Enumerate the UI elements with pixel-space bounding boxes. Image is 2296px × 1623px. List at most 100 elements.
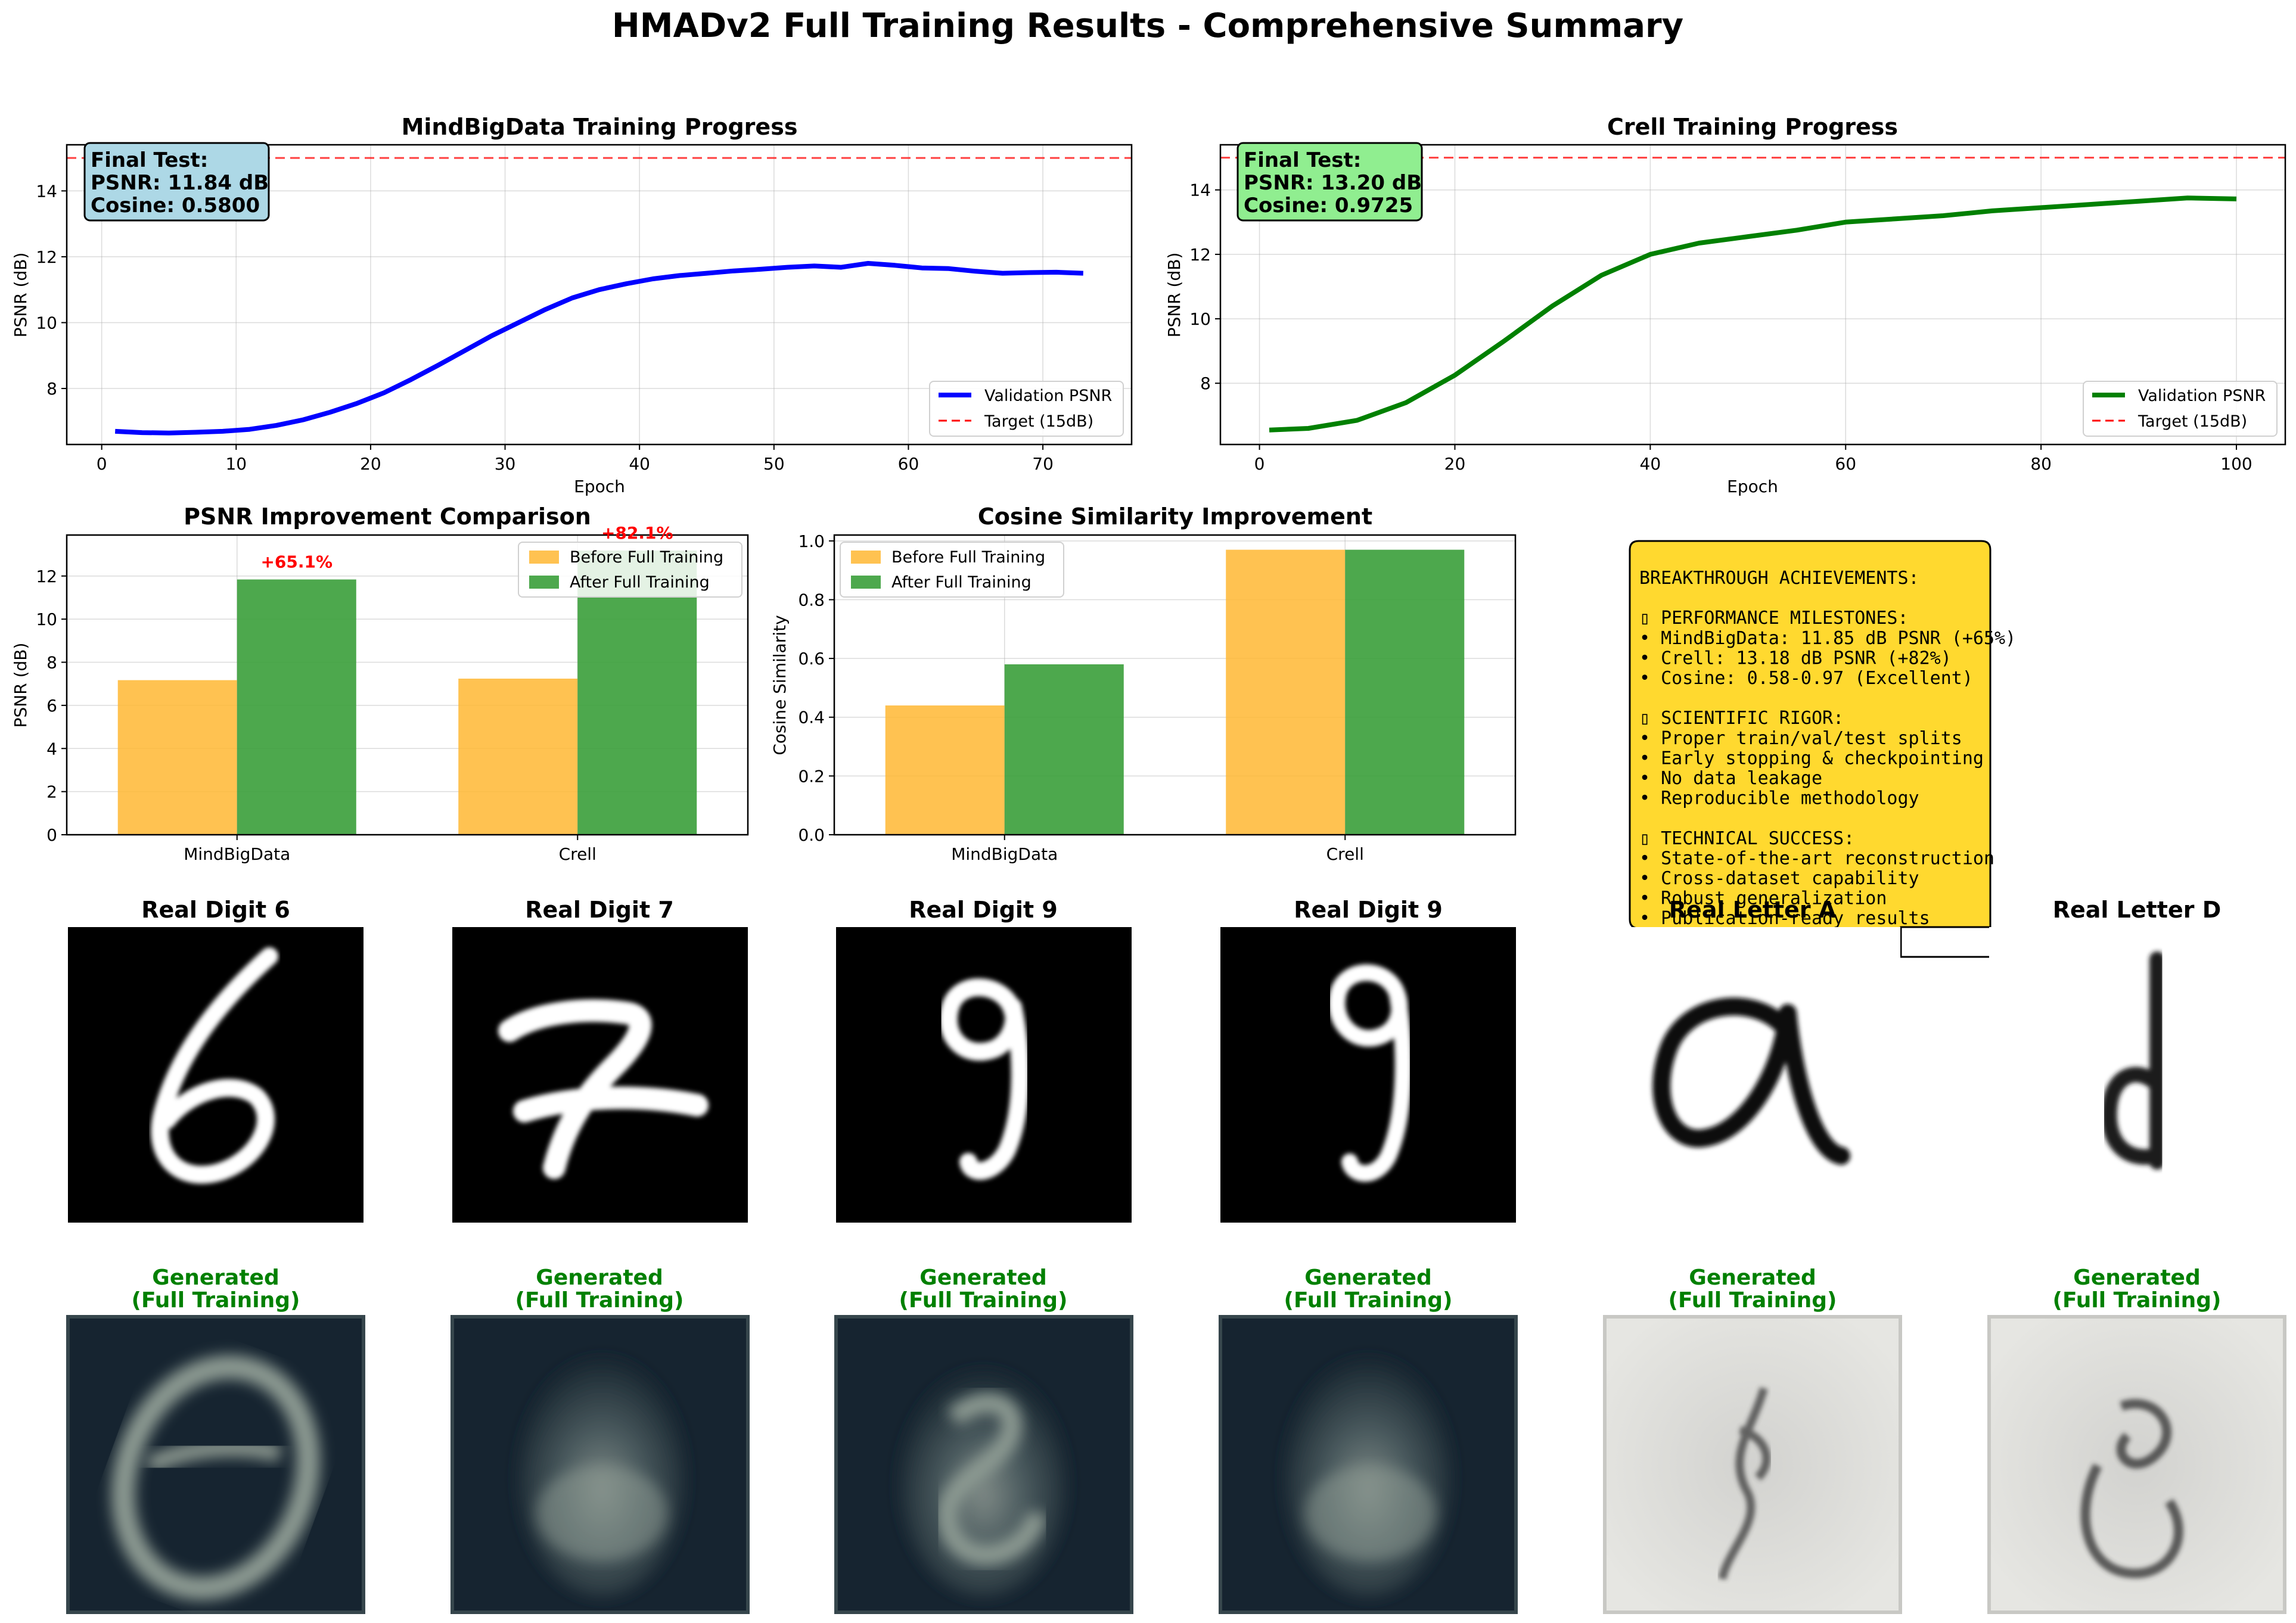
- generated-title-3: Generated (Full Training): [899, 1266, 1068, 1313]
- achievement-line: • Robust generalization: [1639, 888, 1887, 909]
- achievement-line: • State-of-the-art reconstruction: [1639, 848, 1994, 869]
- mindbigdata-progress-chart: MindBigData Training Progress 0 10 20 30 40 5…: [11, 114, 1133, 496]
- y-tick-labels: 0 2 4 6 8 10 12: [36, 567, 67, 845]
- y-tick-label: 0.2: [798, 766, 825, 786]
- x-tick-label: 40: [629, 454, 650, 474]
- y-tick-label: 8: [1200, 374, 1211, 393]
- generated-title-line-1: Generated: [1304, 1266, 1431, 1290]
- bar-after-mindbigdata: [1004, 664, 1124, 835]
- y-tick-labels: 8 10 12 14: [1189, 181, 1220, 393]
- y-tick-label: 0: [46, 825, 57, 845]
- x-axis-label: Epoch: [1727, 477, 1778, 496]
- x-tick-label: MindBigData: [951, 844, 1058, 864]
- generated-title-line-1: Generated: [152, 1266, 279, 1290]
- final-test-cosine: Cosine: 0.9725: [1244, 194, 1413, 217]
- y-tick-label: 0.0: [798, 825, 825, 845]
- achievement-line: ▯ TECHNICAL SUCCESS:: [1639, 828, 1854, 849]
- y-axis-label: PSNR (dB): [11, 253, 30, 338]
- x-tick-labels: MindBigData Crell: [184, 835, 596, 864]
- cosine-comparison-chart: Cosine Similarity Improvement MindBigDat…: [770, 503, 1517, 864]
- y-tick-label: 10: [36, 313, 57, 332]
- bar-after-crell: [577, 551, 697, 835]
- legend-label-target: Target (15dB): [2137, 412, 2247, 431]
- generated-title-line-2: (Full Training): [515, 1288, 684, 1313]
- y-tick-label: 10: [1189, 309, 1211, 329]
- final-test-box-bg: [1236, 142, 1423, 222]
- y-tick-label: 1.0: [798, 531, 825, 551]
- y-axis-label: PSNR (dB): [1164, 253, 1184, 338]
- real-letter-d-image: [1989, 927, 2285, 1223]
- generated-title-4: Generated (Full Training): [1284, 1266, 1453, 1313]
- achievement-line: • Crell: 13.18 dB PSNR (+82%): [1639, 648, 1952, 669]
- real-digit-9-image-1: [836, 927, 1132, 1223]
- plot-frame: [833, 534, 1517, 836]
- generated-title-line-2: (Full Training): [132, 1288, 300, 1313]
- improvement-label-mindbigdata: +65.1%: [260, 552, 333, 572]
- y-tick-label: 8: [46, 653, 57, 673]
- x-tick-label: 30: [495, 454, 516, 474]
- final-test-heading: Final Test:: [91, 148, 208, 172]
- y-tick-label: 2: [46, 782, 57, 802]
- real-title-6: Real Letter D: [2053, 897, 2222, 923]
- y-tick-label: 12: [36, 247, 57, 267]
- bar-before-mindbigdata: [885, 705, 1005, 835]
- plot-frame: [66, 144, 1133, 446]
- x-tick-labels: MindBigData Crell: [951, 835, 1364, 864]
- legend-swatch-before: [851, 551, 881, 564]
- achievement-line: • Proper train/val/test splits: [1639, 728, 1962, 749]
- achievements-text: BREAKTHROUGH ACHIEVEMENTS: ▯ PERFORMANCE …: [1639, 568, 2016, 929]
- x-tick-label: 10: [225, 454, 247, 474]
- y-tick-label: 0.6: [798, 649, 825, 669]
- legend: Before Full Training After Full Training: [840, 542, 1064, 598]
- x-axis-label: Epoch: [574, 477, 625, 496]
- generated-title-line-2: (Full Training): [1284, 1288, 1453, 1313]
- final-test-cosine: Cosine: 0.5800: [91, 194, 260, 217]
- generated-image-6: [1987, 1315, 2286, 1614]
- chart-title: Cosine Similarity Improvement: [978, 503, 1372, 530]
- legend-label-validation: Validation PSNR: [984, 387, 1112, 405]
- generated-samples-row: Generated (Full Training) Generated (Ful…: [66, 1266, 2286, 1614]
- achievement-line: • Cross-dataset capability: [1639, 868, 1919, 889]
- real-samples-row: Real Digit 6 Real Digit 7 Real Digit 9 R…: [68, 897, 2285, 1223]
- legend-label-before: Before Full Training: [891, 548, 1045, 567]
- legend-swatch-before: [529, 551, 559, 564]
- bars: [885, 549, 1465, 835]
- legend-frame: [2083, 381, 2278, 437]
- real-digit-9-image-2: [1220, 927, 1516, 1223]
- final-test-psnr: PSNR: 11.84 dB: [91, 171, 269, 195]
- achievements-box: BREAKTHROUGH ACHIEVEMENTS: ▯ PERFORMANCE …: [1629, 540, 2016, 958]
- generated-image-3: [834, 1315, 1133, 1614]
- final-test-box: Final Test: PSNR: 13.20 dB Cosine: 0.972…: [1236, 142, 1423, 222]
- real-title-1: Real Digit 6: [141, 897, 290, 923]
- real-title-4: Real Digit 9: [1294, 897, 1443, 923]
- validation-psnr-line: [1269, 195, 2237, 433]
- real-digit-7-image: [452, 927, 748, 1223]
- chart-title: Crell Training Progress: [1607, 114, 1898, 140]
- bar-after-crell: [1345, 549, 1465, 835]
- legend-label-before: Before Full Training: [570, 548, 723, 567]
- bar-after-mindbigdata: [237, 579, 356, 835]
- x-tick-labels: 0 10 20 30 40 50 60 70: [97, 444, 1054, 474]
- y-tick-label: 0.8: [798, 590, 825, 610]
- generated-title-line-1: Generated: [1689, 1266, 1816, 1290]
- psnr-comparison-chart: PSNR Improvement Comparison MindBigData C…: [11, 503, 749, 864]
- legend: Validation PSNR Target (15dB): [929, 381, 1124, 437]
- y-tick-label: 12: [36, 567, 57, 586]
- x-tick-label: 20: [360, 454, 381, 474]
- achievement-line: • Publication-ready results: [1639, 908, 1930, 929]
- legend-label-validation: Validation PSNR: [2138, 387, 2266, 405]
- generated-title-1: Generated (Full Training): [132, 1266, 300, 1313]
- validation-psnr-line: [115, 261, 1083, 436]
- real-title-2: Real Digit 7: [525, 897, 674, 923]
- x-tick-label: 40: [1640, 454, 1661, 474]
- chart-title: MindBigData Training Progress: [402, 114, 798, 140]
- crell-progress-chart: Crell Training Progress 0 20 40 60 80 100 8 10…: [1164, 114, 2286, 496]
- y-tick-label: 8: [46, 379, 57, 399]
- generated-title-line-2: (Full Training): [2053, 1288, 2222, 1313]
- final-test-heading: Final Test:: [1244, 148, 1361, 172]
- generated-title-line-2: (Full Training): [899, 1288, 1068, 1313]
- generated-title-2: Generated (Full Training): [515, 1266, 684, 1313]
- real-title-5: Real Letter A: [1669, 897, 1837, 923]
- generated-title-6: Generated (Full Training): [2053, 1266, 2222, 1313]
- final-test-box: Final Test: PSNR: 11.84 dB Cosine: 0.580…: [83, 142, 270, 222]
